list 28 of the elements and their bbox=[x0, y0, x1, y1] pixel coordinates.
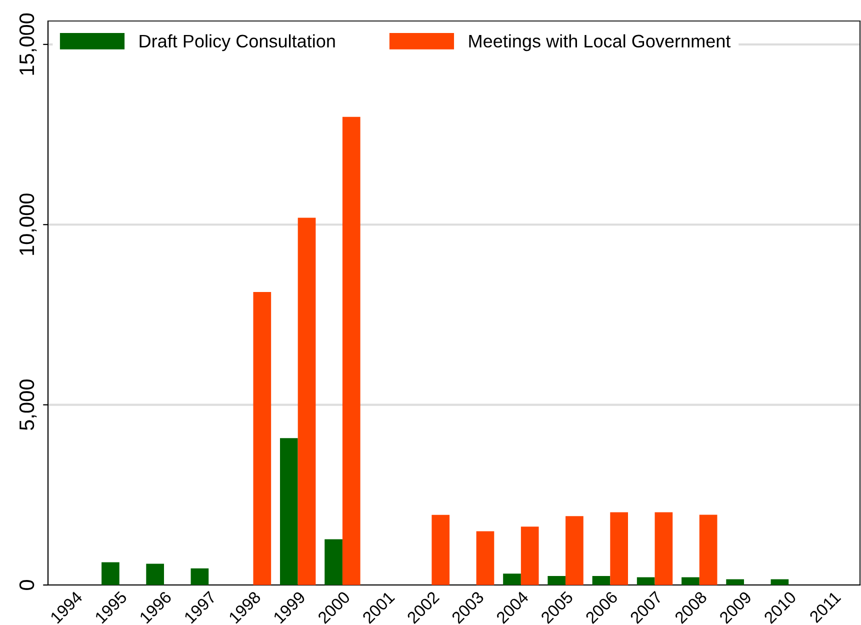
legend-label: Meetings with Local Government bbox=[469, 34, 731, 52]
bar bbox=[342, 116, 360, 585]
bar bbox=[503, 574, 521, 585]
y-tick-label: 10,000 bbox=[19, 194, 37, 255]
bar bbox=[566, 516, 584, 585]
bar bbox=[324, 539, 342, 585]
bar bbox=[610, 512, 628, 585]
legend-label: Draft Policy Consultation bbox=[140, 34, 335, 52]
bar bbox=[520, 526, 539, 585]
bar bbox=[476, 531, 494, 585]
bar bbox=[190, 568, 209, 585]
bar bbox=[699, 514, 718, 585]
y-tick-label: 15,000 bbox=[19, 13, 37, 75]
bar bbox=[770, 579, 789, 585]
bar bbox=[280, 438, 298, 585]
bar bbox=[726, 579, 744, 585]
bar bbox=[636, 577, 655, 585]
bar bbox=[682, 577, 700, 585]
y-tick-label: 5,000 bbox=[19, 380, 37, 430]
bar bbox=[548, 576, 566, 585]
bar bbox=[298, 218, 316, 585]
y-tick-label: 0 bbox=[19, 580, 34, 590]
bar bbox=[432, 514, 450, 585]
bar bbox=[592, 576, 610, 585]
bar bbox=[102, 562, 120, 585]
bar bbox=[654, 512, 673, 585]
bar bbox=[146, 564, 164, 585]
bar bbox=[253, 292, 272, 585]
